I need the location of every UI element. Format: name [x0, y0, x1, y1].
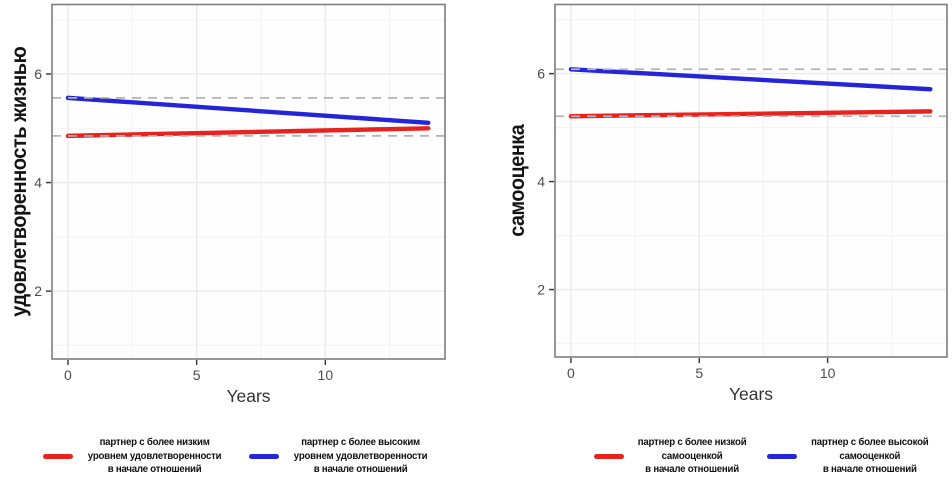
x-axis-title: Years: [729, 384, 773, 404]
x-tick-label: 5: [695, 365, 703, 381]
legend-swatch-blue: [249, 454, 279, 459]
chart-life-satisfaction: 0 5 10 2 4 6 Years удовлетворенность жизнью пар…: [0, 3, 476, 477]
x-tick-label: 10: [820, 365, 836, 381]
x-tick-label: 10: [318, 367, 334, 383]
legend-label-lower: партнер с более низким уровнем удовлетво…: [88, 436, 222, 477]
legend-label-line: в начале отношений: [107, 463, 202, 476]
legend-label-line: самооценкой: [661, 449, 723, 462]
y-axis-title: удовлетворенность жизнью: [8, 46, 31, 317]
chart-self-esteem: 0 5 10 2 4 6 Years самооценка партнер с более н…: [476, 0, 952, 504]
legend-label-lower: партнер с более низкой самооценкой в нач…: [638, 436, 747, 477]
legend-swatch-red: [594, 454, 624, 459]
x-tick-label: 5: [193, 367, 201, 383]
legend-label-higher: партнер с более высоким уровнем удовлетв…: [294, 436, 428, 477]
legend-label-higher: партнер с более высокой самооценкой в на…: [811, 436, 929, 477]
legend-label-line: самооценкой: [839, 449, 901, 462]
legend-label-line: партнер с более высоким: [301, 436, 420, 448]
legend-entry-lower: партнер с более низким уровнем удовлетво…: [42, 436, 227, 477]
series-line: [65, 126, 431, 139]
x-tick-label: 0: [64, 367, 72, 383]
legend-label-line: уровнем удовлетворенности: [293, 449, 428, 462]
series-line: [568, 67, 933, 92]
legend-swatch-red: [42, 454, 73, 459]
panel-border: [51, 3, 446, 360]
legend-entry-lower: партнер с более низкой самооценкой в нач…: [594, 436, 751, 477]
legend-label-line: уровнем удовлетворенности: [87, 449, 222, 462]
y-tick-label: 4: [34, 175, 42, 191]
plot-life-satisfaction: 0 5 10 2 4 6 Years удовлетворенность жизнью: [8, 3, 446, 406]
legend-swatch-blue: [767, 454, 798, 459]
x-tick-label: 0: [567, 365, 575, 381]
legend-life-satisfaction: партнер с более низким уровнем удовлетво…: [0, 436, 476, 477]
plot-self-esteem: 0 5 10 2 4 6 Years самооценка: [506, 3, 948, 404]
y-tick-label: 6: [537, 66, 545, 82]
legend-label-line: партнер с более высокой: [811, 436, 929, 448]
y-tick-label: 2: [537, 282, 545, 298]
legend-label-line: в начале отношений: [823, 463, 917, 476]
y-tick-label: 4: [537, 174, 545, 190]
y-tick-label: 2: [34, 283, 42, 299]
legend-label-line: в начале отношений: [313, 463, 408, 476]
legend-label-line: в начале отношений: [645, 463, 739, 476]
legend-self-esteem: партнер с более низкой самооценкой в нач…: [476, 436, 952, 477]
legend-label-line: партнер с более низкой: [637, 436, 747, 448]
y-tick-label: 6: [34, 66, 42, 82]
panel-bg: [555, 4, 947, 357]
series-line: [568, 109, 933, 119]
legend-label-line: партнер с более низким: [99, 436, 210, 448]
panel-bg: [52, 4, 445, 359]
panel-border: [554, 3, 948, 358]
legend-entry-higher: партнер с более высокой самооценкой в на…: [767, 436, 934, 477]
x-axis-title: Years: [226, 386, 270, 406]
legend-entry-higher: партнер с более высоким уровнем удовлетв…: [249, 436, 433, 477]
series-line: [65, 95, 431, 126]
y-axis-title: самооценка: [506, 124, 529, 237]
